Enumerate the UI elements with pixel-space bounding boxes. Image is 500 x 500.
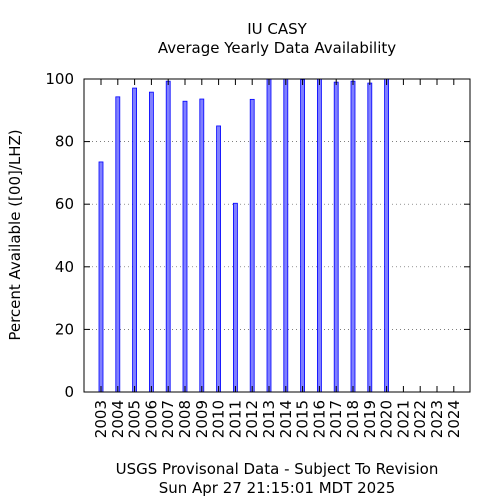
y-tick-label: 40 xyxy=(55,258,74,276)
x-tick-label: 2018 xyxy=(344,400,362,438)
footer-timestamp: Sun Apr 27 21:15:01 MDT 2025 xyxy=(159,479,396,497)
bar-2009 xyxy=(199,98,205,393)
y-tick-label: 60 xyxy=(55,195,74,213)
x-tick-label: 2022 xyxy=(411,400,429,438)
y-axis-label: Percent Available ([00]/LHZ) xyxy=(6,129,24,340)
bar-2004 xyxy=(115,96,121,393)
chart-title: IU CASY xyxy=(247,20,307,38)
bar-2006 xyxy=(148,91,154,393)
x-tick-label: 2020 xyxy=(378,400,396,438)
bar-2015 xyxy=(300,79,306,393)
gridlines xyxy=(84,141,470,330)
x-tick-label: 2021 xyxy=(394,400,412,438)
plot-frame xyxy=(83,78,471,393)
x-tick-label: 2008 xyxy=(176,400,194,438)
chart-subtitle: Average Yearly Data Availability xyxy=(158,39,396,57)
y-tick-label: 20 xyxy=(55,320,74,338)
bar-2019 xyxy=(367,82,373,393)
y-tick-label: 0 xyxy=(64,383,74,401)
x-tick-label: 2007 xyxy=(159,400,177,438)
x-tick-label: 2015 xyxy=(294,400,312,438)
x-tick-label: 2003 xyxy=(92,400,110,438)
bar-2011 xyxy=(232,202,238,393)
x-tick-label: 2019 xyxy=(361,400,379,438)
bar-2020 xyxy=(384,78,390,393)
x-tick-label: 2014 xyxy=(277,400,295,438)
bar-2010 xyxy=(216,125,222,393)
x-tick-label: 2011 xyxy=(226,400,244,438)
x-tick-label: 2023 xyxy=(428,400,446,438)
y-tick-label: 80 xyxy=(55,133,74,151)
bar-2007 xyxy=(165,80,171,393)
x-tick-label: 2009 xyxy=(193,400,211,438)
bar-2018 xyxy=(350,80,356,393)
x-tick-label: 2013 xyxy=(260,400,278,438)
x-tick-label: 2004 xyxy=(109,400,127,438)
x-tick-label: 2005 xyxy=(126,400,144,438)
x-tick-label: 2012 xyxy=(243,400,261,438)
bar-2014 xyxy=(283,78,289,393)
bar-2008 xyxy=(182,100,188,393)
bar-2012 xyxy=(249,98,255,393)
x-tick-label: 2024 xyxy=(445,400,463,438)
bar-2016 xyxy=(316,78,322,393)
bar-2013 xyxy=(266,78,272,393)
x-tick-label: 2017 xyxy=(327,400,345,438)
x-axis-ticks: 2003200420052006200720082009201020112012… xyxy=(92,79,463,438)
y-tick-label: 100 xyxy=(45,70,74,88)
bar-2017 xyxy=(333,81,339,393)
bar-2003 xyxy=(98,161,104,393)
bars xyxy=(98,78,390,393)
y-axis-ticks: 0 20 40 60 80 100 xyxy=(45,70,470,401)
x-tick-label: 2006 xyxy=(142,400,160,438)
footer-provisional-note: USGS Provisonal Data - Subject To Revisi… xyxy=(116,460,439,478)
x-tick-label: 2016 xyxy=(310,400,328,438)
x-tick-label: 2010 xyxy=(210,400,228,438)
bar-2005 xyxy=(132,87,138,393)
